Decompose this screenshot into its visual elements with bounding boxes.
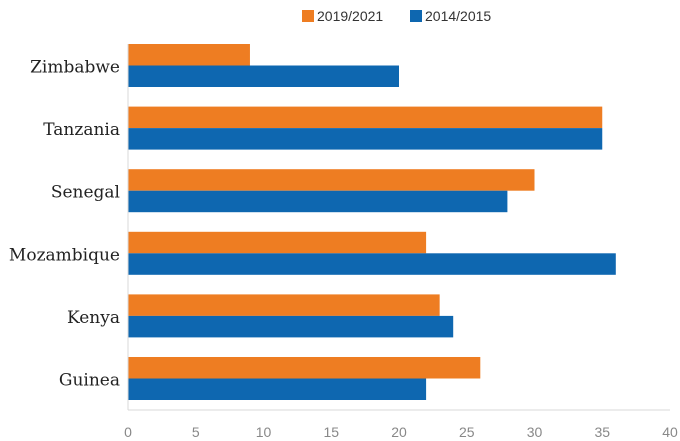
category-label-tanzania: Tanzania xyxy=(43,120,120,140)
category-label-mozambique: Mozambique xyxy=(9,245,120,265)
bar-zimbabwe-2019-2021 xyxy=(128,44,250,66)
bar-mozambique-2019-2021 xyxy=(128,231,427,254)
x-tick-label-15: 15 xyxy=(323,424,339,440)
category-label-zimbabwe: Zimbabwe xyxy=(30,58,120,78)
bar-guinea-2014-2015 xyxy=(128,378,427,400)
x-tick-label-10: 10 xyxy=(256,424,272,440)
legend-label-2014-2015: 2014/2015 xyxy=(425,8,491,24)
bar-kenya-2014-2015 xyxy=(128,315,454,338)
bar-mozambique-2014-2015 xyxy=(128,253,616,275)
bar-senegal-2019-2021 xyxy=(128,169,535,191)
category-label-senegal: Senegal xyxy=(51,183,120,203)
x-tick-labels: 0 5 10 15 20 25 30 35 40 xyxy=(124,424,678,440)
category-label-guinea: Guinea xyxy=(59,371,120,391)
x-tick-label-5: 5 xyxy=(192,424,200,440)
legend: 2019/2021 2014/2015 xyxy=(302,8,491,24)
legend-swatch-2014-2015 xyxy=(410,10,422,22)
x-tick-label-20: 20 xyxy=(391,424,407,440)
legend-label-2019-2021: 2019/2021 xyxy=(317,8,383,24)
legend-swatch-2019-2021 xyxy=(302,10,314,22)
bar-kenya-2019-2021 xyxy=(128,294,440,316)
bars xyxy=(128,44,616,400)
x-tick-label-25: 25 xyxy=(459,424,475,440)
bar-senegal-2014-2015 xyxy=(128,190,508,213)
category-labels: Zimbabwe Tanzania Senegal Mozambique Kenya Gu… xyxy=(9,58,120,391)
bar-guinea-2019-2021 xyxy=(128,357,481,379)
bar-tanzania-2019-2021 xyxy=(128,106,603,129)
x-tick-label-30: 30 xyxy=(527,424,543,440)
x-tick-label-0: 0 xyxy=(124,424,132,440)
x-tick-label-40: 40 xyxy=(662,424,678,440)
bar-zimbabwe-2014-2015 xyxy=(128,65,399,87)
category-label-kenya: Kenya xyxy=(67,308,120,328)
bar-tanzania-2014-2015 xyxy=(128,128,603,150)
x-tick-label-35: 35 xyxy=(594,424,610,440)
